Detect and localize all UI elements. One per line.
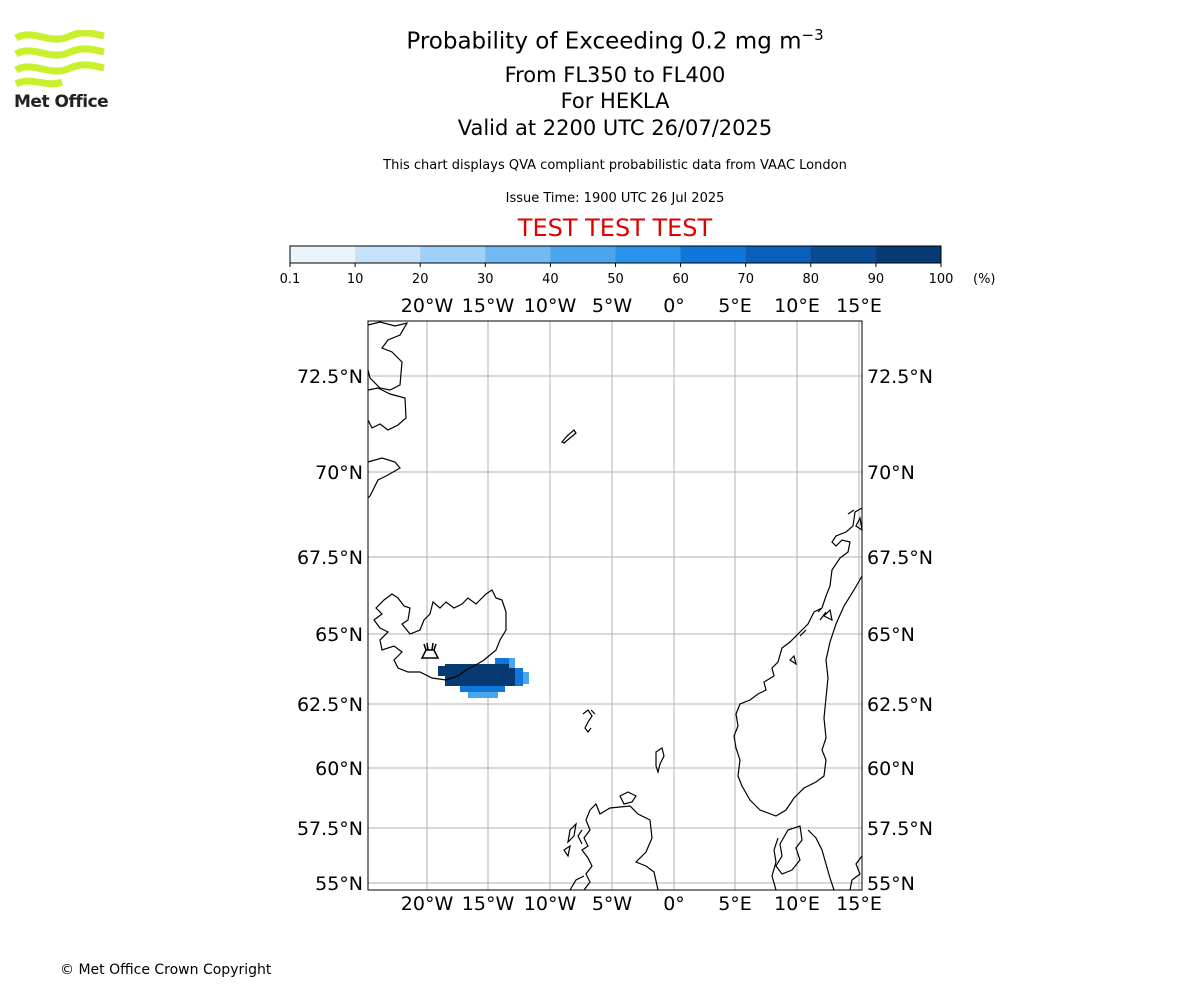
longitude-label: 20°W	[401, 295, 454, 317]
longitude-label: 5°W	[592, 295, 633, 317]
norway-skerries	[789, 608, 833, 666]
met-office-logo-icon	[14, 30, 105, 88]
plume-dark-west	[438, 666, 450, 676]
longitude-label: 10°W	[524, 893, 577, 915]
hebrides-coast	[563, 822, 577, 858]
colorbar-tick-label: 70	[737, 272, 754, 287]
latitude-label: 65°N	[867, 624, 915, 646]
colorbar-box	[875, 246, 942, 263]
longitude-label: 5°E	[718, 295, 752, 317]
volcano-name: For HEKLA	[560, 89, 670, 113]
longitude-label: 15°W	[462, 893, 515, 915]
chart-title-text: Probability of Exceeding 0.2 mg m	[406, 28, 802, 55]
colorbar-tick-label: 80	[803, 272, 820, 287]
plume-mid-north	[495, 658, 509, 664]
faroe-coast	[582, 709, 596, 733]
plume-light-east	[523, 672, 529, 684]
latitude-label: 67.5°N	[867, 547, 933, 569]
volcano-icon	[420, 642, 440, 659]
latitude-label: 60°N	[867, 758, 915, 780]
longitude-label: 5°W	[592, 893, 633, 915]
colorbar-box	[745, 246, 812, 263]
colorbar-box	[810, 246, 877, 263]
map: 20°W 15°W 10°W 5°W 0° 5°E 10°E 15°E 20°W 15°W 10°…	[297, 295, 933, 915]
latitude-label: 57.5°N	[297, 818, 363, 840]
colorbar-tick-label: 50	[607, 272, 624, 287]
latitude-label: 62.5°N	[867, 694, 933, 716]
scandinavia-south-coast	[771, 825, 863, 891]
colorbar-box	[420, 246, 486, 263]
longitude-label: 10°E	[774, 295, 820, 317]
colorbar-tick-label: 60	[672, 272, 689, 287]
latitude-label: 72.5°N	[867, 366, 933, 388]
norway-islands	[799, 509, 863, 637]
flight-level-range: From FL350 to FL400	[504, 63, 726, 87]
colorbar-box	[290, 246, 356, 263]
latitude-label: 62.5°N	[297, 694, 363, 716]
orkney-coast	[619, 791, 637, 805]
colorbar-tick-label: 30	[477, 272, 494, 287]
longitude-label: 10°E	[774, 893, 820, 915]
colorbar-box	[355, 246, 421, 263]
plume-mid-east	[515, 668, 523, 686]
longitude-label: 0°	[663, 893, 685, 915]
iceland-coast	[373, 589, 507, 681]
colorbar-tick-label: 100	[929, 272, 954, 287]
colorbar-box	[485, 246, 551, 263]
chart-description: This chart displays QVA compliant probab…	[383, 158, 847, 173]
map-frame	[367, 320, 863, 891]
logo-text: Met Office	[14, 92, 109, 112]
chart-title: Probability of Exceeding 0.2 mg m−3	[300, 26, 930, 55]
colorbar-tick-label: 90	[868, 272, 885, 287]
latitude-label: 55°N	[315, 873, 363, 895]
plume-mid-south	[460, 686, 505, 692]
chart-title-superscript: −3	[801, 26, 824, 44]
scotland-coast	[569, 802, 659, 891]
colorbar-tick-label: 0.1	[280, 272, 301, 287]
colorbar-unit-label: (%)	[973, 272, 996, 287]
colorbar-box	[615, 246, 682, 263]
longitude-label: 15°W	[462, 295, 515, 317]
longitude-label: 5°E	[718, 893, 752, 915]
greenland-coast	[367, 321, 409, 499]
latitude-label: 65°N	[315, 624, 363, 646]
issue-time: Issue Time: 1900 UTC 26 Jul 2025	[505, 191, 725, 206]
coastlines	[367, 321, 863, 891]
norway-coast	[733, 507, 863, 817]
latitude-label: 55°N	[867, 873, 915, 895]
colorbar-box	[680, 246, 747, 263]
latitude-label: 60°N	[315, 758, 363, 780]
longitude-label: 10°W	[524, 295, 577, 317]
latitude-label: 67.5°N	[297, 547, 363, 569]
colorbar-tick-label: 40	[542, 272, 559, 287]
ash-plume	[438, 658, 529, 698]
map-gridlines	[368, 321, 862, 890]
jan-mayen-coast	[561, 429, 577, 444]
colorbar-box	[550, 246, 616, 263]
shetland-coast	[655, 747, 665, 775]
plume-dark-core	[445, 664, 515, 686]
plume-light-south	[468, 692, 498, 698]
latitude-label: 70°N	[315, 462, 363, 484]
latitude-label: 72.5°N	[297, 366, 363, 388]
longitude-label: 0°	[663, 295, 685, 317]
plume-light-northeast	[509, 658, 515, 668]
latitude-label: 57.5°N	[867, 818, 933, 840]
colorbar-tick-label: 20	[412, 272, 429, 287]
longitude-label: 20°W	[401, 893, 454, 915]
longitude-label: 15°E	[836, 893, 882, 915]
colorbar-tick-label: 10	[347, 272, 364, 287]
colorbar: 0.1 10 20 30 40 50 60 70 80 90 100 (%)	[280, 245, 996, 287]
copyright: © Met Office Crown Copyright	[60, 962, 272, 978]
latitude-label: 70°N	[867, 462, 915, 484]
test-banner: TEST TEST TEST	[517, 214, 713, 242]
longitude-label: 15°E	[836, 295, 882, 317]
valid-time: Valid at 2200 UTC 26/07/2025	[457, 116, 773, 140]
